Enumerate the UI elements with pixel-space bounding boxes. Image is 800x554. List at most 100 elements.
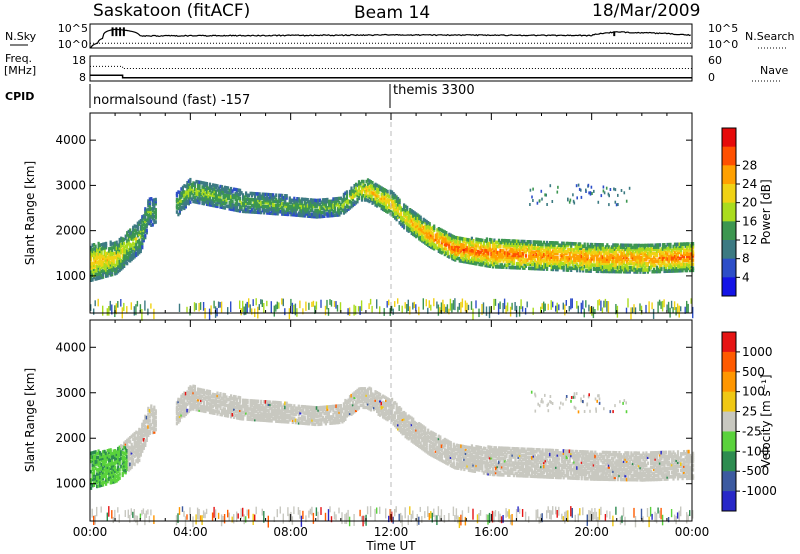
range-cell — [529, 244, 532, 248]
range-cell — [303, 205, 306, 210]
range-cell — [112, 268, 115, 272]
range-cell — [636, 243, 639, 248]
range-cell — [561, 247, 564, 252]
range-cell — [139, 247, 142, 251]
range-cell — [183, 399, 186, 404]
range-cell — [386, 193, 389, 198]
range-cell — [315, 198, 318, 203]
range-cell — [675, 242, 678, 247]
range-cell — [389, 191, 392, 196]
range-cell — [532, 266, 535, 271]
range-cell — [493, 262, 496, 267]
range-cell — [416, 231, 419, 236]
range-cell — [144, 207, 147, 211]
range-cell — [567, 266, 570, 270]
range-cell — [208, 182, 212, 187]
range-cell — [607, 251, 610, 255]
range-cell — [681, 254, 684, 259]
range-cell — [397, 209, 400, 213]
range-cell — [118, 240, 121, 244]
range-cell — [151, 198, 154, 203]
range-cell — [314, 210, 317, 215]
range-cell — [466, 237, 469, 242]
range-cell — [430, 237, 433, 241]
range-cell — [147, 429, 150, 433]
range-cell — [141, 245, 144, 250]
range-cell — [108, 253, 111, 257]
range-cell — [93, 263, 96, 267]
range-cell — [142, 446, 145, 450]
range-cell — [112, 461, 115, 466]
range-cell — [111, 451, 114, 456]
range-cell — [234, 187, 237, 192]
range-cell — [506, 251, 510, 255]
near-range-echo — [217, 301, 220, 308]
range-cell — [213, 409, 216, 413]
range-cell — [236, 202, 239, 206]
range-cell — [108, 271, 111, 276]
range-cell — [148, 201, 151, 206]
range-cell — [217, 393, 221, 398]
range-cell — [237, 414, 240, 418]
range-cell — [223, 393, 227, 397]
range-cell — [190, 394, 193, 399]
range-cell — [204, 397, 207, 401]
range-cell — [518, 241, 522, 246]
range-cell — [96, 274, 99, 279]
near-range-echo — [470, 301, 473, 310]
range-cell — [130, 442, 133, 447]
range-cell — [445, 241, 448, 245]
range-cell — [509, 265, 513, 270]
range-cell — [147, 213, 150, 218]
range-cell — [502, 265, 505, 269]
range-cell — [284, 202, 287, 206]
range-cell — [409, 226, 412, 230]
range-cell — [379, 185, 382, 189]
range-cell — [329, 209, 332, 214]
range-cell — [103, 266, 106, 271]
range-cell — [118, 256, 121, 260]
range-cell — [216, 194, 219, 198]
range-cell — [186, 181, 189, 185]
range-cell — [449, 253, 452, 258]
range-cell — [109, 458, 112, 462]
range-cell — [549, 243, 552, 247]
near-range-echo — [183, 510, 185, 517]
range-cell — [111, 453, 114, 458]
range-cell — [401, 222, 404, 226]
range-cell — [559, 263, 562, 268]
range-cell — [239, 196, 242, 201]
range-cell — [178, 190, 181, 195]
range-cell — [335, 197, 338, 201]
range-cell — [619, 255, 622, 260]
range-cell — [90, 266, 93, 270]
range-cell — [199, 189, 203, 193]
range-cell — [216, 204, 219, 209]
range-cell — [258, 194, 261, 198]
range-cell — [123, 242, 126, 246]
range-cell — [204, 395, 207, 399]
range-cell — [473, 257, 476, 262]
range-cell — [676, 269, 680, 273]
range-cell — [115, 248, 118, 253]
range-cell — [99, 261, 102, 266]
range-cell — [144, 427, 147, 431]
range-cell — [342, 194, 345, 199]
range-cell — [631, 245, 634, 250]
range-cell — [115, 267, 118, 271]
range-cell — [239, 398, 242, 402]
range-cell — [127, 455, 130, 460]
range-cell — [305, 206, 308, 210]
range-cell — [382, 191, 385, 195]
range-cell — [306, 206, 309, 210]
scatter-echo — [615, 203, 618, 207]
range-cell — [607, 265, 610, 270]
range-cell — [406, 222, 409, 226]
range-cell — [204, 391, 207, 395]
scatter-echo — [588, 191, 590, 195]
range-cell — [126, 245, 129, 249]
range-cell — [120, 248, 123, 253]
range-cell — [196, 182, 200, 186]
range-cell — [552, 255, 555, 259]
range-cell — [592, 249, 595, 253]
